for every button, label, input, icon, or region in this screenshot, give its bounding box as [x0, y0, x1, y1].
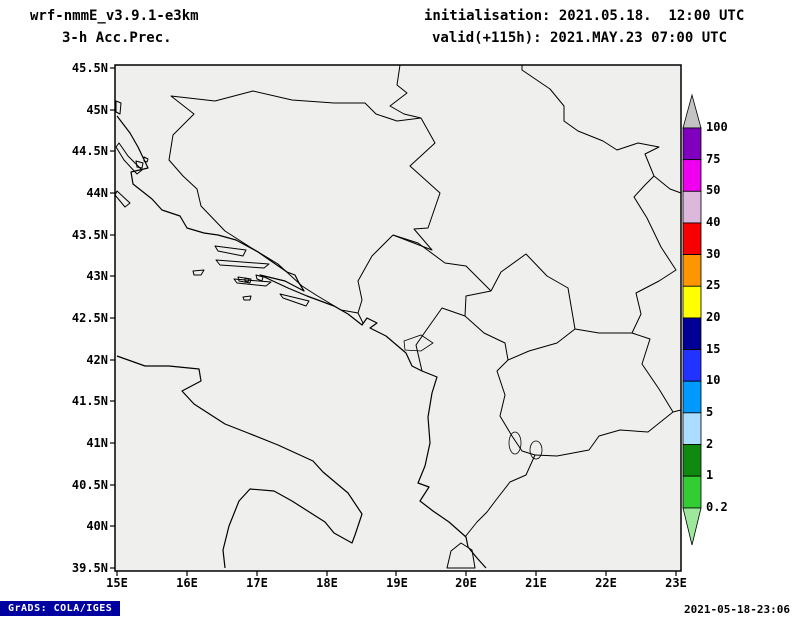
border-kosovo-albania	[464, 315, 509, 361]
lat-tick-label: 40.5N	[71, 478, 108, 492]
colorbar	[682, 93, 702, 546]
map-background	[115, 65, 681, 571]
lat-tick-label: 45N	[86, 103, 108, 117]
lon-tick-label: 17E	[246, 576, 268, 590]
colorbar-label: 20	[706, 310, 721, 324]
colorbar-segment	[682, 380, 702, 414]
lat-tick-label: 45.5N	[71, 61, 108, 75]
border-albania-greece	[464, 454, 536, 538]
lat-ticks	[110, 67, 115, 569]
colorbar-segment	[682, 127, 702, 161]
lon-tick-label: 21E	[525, 576, 547, 590]
lake-ohrid	[508, 431, 522, 455]
lon-tick-label: 19E	[386, 576, 408, 590]
lat-tick-label: 44N	[86, 186, 108, 200]
border-montenegro-serbia	[392, 234, 492, 292]
lake-skadar	[403, 334, 434, 352]
colorbar-label: 2	[706, 437, 714, 451]
border-montenegro-albania	[415, 307, 466, 372]
lat-tick-label: 42N	[86, 353, 108, 367]
island-hvar	[215, 259, 270, 269]
lat-tick-label: 40N	[86, 519, 108, 533]
lat-tick-label: 44.5N	[71, 144, 108, 158]
colorbar-label: 75	[706, 152, 721, 166]
border-croatia-bosnia	[168, 90, 422, 326]
border-bosnia-serbia	[392, 117, 441, 251]
colorbar-label: 25	[706, 278, 721, 292]
island-brac	[214, 245, 247, 257]
border-serbia-bulgaria	[631, 175, 677, 334]
colorbar-segment	[682, 285, 702, 319]
colorbar-segment	[682, 254, 702, 287]
colorbar-top-arrow	[682, 93, 702, 129]
island-pag	[115, 142, 143, 175]
lat-tick-label: 39.5N	[71, 561, 108, 575]
valid-time-label: valid(+115h): 2021.MAY.23 07:00 UTC	[432, 30, 728, 46]
colorbar-label: 10	[706, 373, 721, 387]
lat-tick-label: 41N	[86, 436, 108, 450]
colorbar-segment	[682, 190, 702, 224]
creation-timestamp: 2021-05-18-23:06	[684, 603, 790, 616]
colorbar-segment	[682, 317, 702, 350]
border-serbia-romania	[521, 65, 660, 177]
lon-tick-label: 22E	[595, 576, 617, 590]
island-korcula	[233, 278, 272, 287]
colorbar-segment	[682, 159, 702, 192]
border-macedonia-albania	[496, 359, 536, 456]
border-macedonia-bulgaria	[631, 332, 674, 413]
border-serbia-macedonia	[574, 328, 632, 334]
border-bosnia-montenegro	[357, 234, 394, 314]
border-kosovo-serbia	[490, 253, 576, 330]
border-croatia-serbia	[389, 64, 422, 119]
init-time-label: initialisation: 2021.05.18. 12:00 UTC	[424, 8, 745, 24]
lon-tick-label: 18E	[316, 576, 338, 590]
colorbar-segment	[682, 412, 702, 445]
colorbar-label: 30	[706, 247, 721, 261]
border-macedonia-greece	[534, 411, 674, 457]
colorbar-segment	[682, 222, 702, 255]
border-montenegro-kosovo	[464, 290, 492, 317]
lon-tick-label: 15E	[106, 576, 128, 590]
precip-spot	[115, 100, 122, 115]
lat-tick-label: 43N	[86, 269, 108, 283]
lat-tick-label: 43.5N	[71, 228, 108, 242]
island-mljet	[279, 293, 310, 307]
lat-tick-label: 41.5N	[71, 394, 108, 408]
colorbar-segment	[682, 444, 702, 477]
colorbar-bottom-arrow	[682, 507, 702, 546]
border-romania-bulgaria	[653, 175, 682, 194]
product-title: 3-h Acc.Prec.	[62, 30, 172, 46]
colorbar-label: 40	[706, 215, 721, 229]
border-greece-bulgaria	[672, 409, 682, 413]
coastline-italy	[116, 355, 363, 569]
colorbar-label: 15	[706, 342, 721, 356]
map-canvas	[110, 64, 682, 576]
colorbar-label: 100	[706, 120, 728, 134]
island-vis	[192, 269, 205, 276]
island-lastovo	[242, 295, 252, 301]
colorbar-label: 0.2	[706, 500, 728, 514]
lake-prespa	[529, 440, 543, 460]
lon-ticks	[116, 571, 677, 576]
model-title: wrf-nmmE_v3.9.1-e3km	[30, 8, 199, 24]
grads-stamp: GrADS: COLA/IGES	[0, 601, 121, 616]
colorbar-segment	[682, 475, 702, 509]
colorbar-label: 1	[706, 468, 714, 482]
lon-tick-label: 23E	[665, 576, 687, 590]
colorbar-label: 5	[706, 405, 714, 419]
lat-tick-label: 42.5N	[71, 311, 108, 325]
border-kosovo-macedonia	[507, 328, 576, 361]
lon-tick-label: 16E	[176, 576, 198, 590]
colorbar-label: 50	[706, 183, 721, 197]
island-corfu	[446, 542, 476, 569]
lon-tick-label: 20E	[455, 576, 477, 590]
colorbar-segment	[682, 349, 702, 382]
